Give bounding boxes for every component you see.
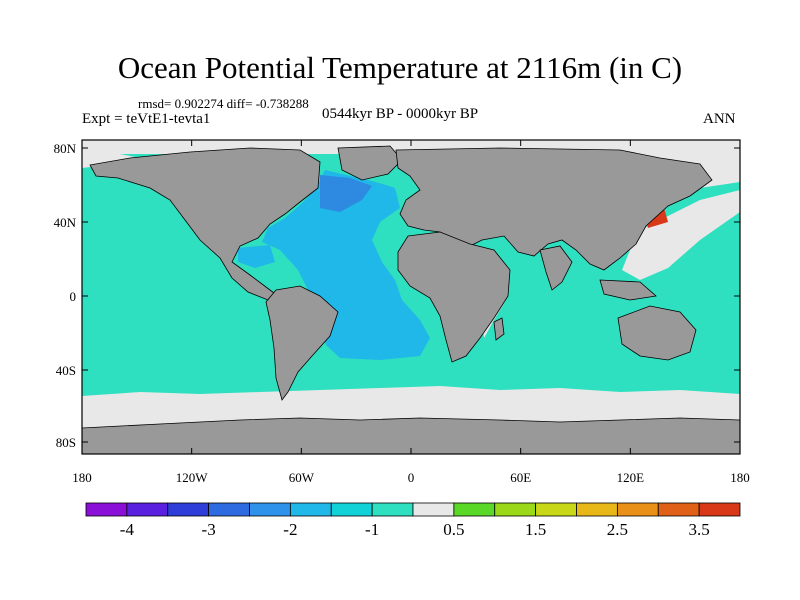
- colorbar-label: 3.5: [689, 520, 710, 539]
- lon-label: 120W: [176, 470, 209, 485]
- colorbar-swatch: [412, 502, 455, 517]
- colorbar-swatch: [698, 502, 741, 517]
- colorbar: -4 -3 -2 -1 0.5 1.5 2.5 3.5: [85, 502, 741, 539]
- map-plot-area: [82, 140, 740, 454]
- map-title: Ocean Potential Temperature at 2116m (in…: [117, 50, 683, 85]
- colorbar-swatch: [576, 502, 618, 517]
- colorbar-swatch: [494, 502, 537, 517]
- lon-label: 120E: [617, 470, 645, 485]
- north-atlantic-deep-water: [320, 175, 372, 212]
- season-label: ANN: [703, 111, 736, 127]
- lat-label: 40N: [54, 215, 77, 230]
- colorbar-swatch: [453, 502, 496, 517]
- lon-label: 60E: [510, 470, 531, 485]
- lat-label: 40S: [56, 363, 76, 378]
- lon-label: 0: [408, 470, 415, 485]
- colorbar-swatch: [289, 502, 332, 517]
- west-pacific-no-data: [622, 190, 740, 280]
- colorbar-swatch: [167, 502, 210, 517]
- colorbar-label: -3: [202, 520, 216, 539]
- period-label: 0544kyr BP - 0000kyr BP: [322, 106, 479, 122]
- longitude-ticks: 180 120W 60W 0 60E 120E 180: [72, 140, 750, 485]
- colorbar-swatch: [85, 502, 128, 517]
- colorbar-label: -2: [283, 520, 297, 539]
- colorbar-label: -4: [120, 520, 135, 539]
- colorbar-swatch: [126, 502, 169, 517]
- colorbar-label: 0.5: [443, 520, 464, 539]
- colorbar-swatch: [249, 502, 291, 517]
- colorbar-label: -1: [365, 520, 379, 539]
- colorbar-label: 2.5: [607, 520, 628, 539]
- colorbar-swatch: [330, 502, 373, 517]
- colorbar-swatch: [371, 502, 414, 517]
- colorbar-swatch: [657, 502, 700, 517]
- stats-label: rmsd= 0.902274 diff= -0.738288: [138, 96, 309, 111]
- colorbar-swatch: [616, 502, 659, 517]
- experiment-label: Expt = teVtE1-tevta1: [82, 111, 211, 127]
- colorbar-label: 1.5: [525, 520, 546, 539]
- atlantic-basin: [262, 170, 430, 360]
- lat-label: 80N: [54, 141, 77, 156]
- gulf-of-mexico: [238, 245, 275, 268]
- land-masses: [82, 145, 740, 454]
- latitude-ticks: 80N 40N 0 40S 80S: [54, 141, 740, 450]
- lon-label: 180: [72, 470, 92, 485]
- southern-ocean-no-data: [82, 386, 740, 430]
- colorbar-swatch: [535, 502, 577, 517]
- lon-label: 180: [730, 470, 750, 485]
- colorbar-swatch: [208, 502, 250, 517]
- lat-label: 0: [70, 289, 77, 304]
- lat-label: 80S: [56, 435, 76, 450]
- lon-label: 60W: [289, 470, 315, 485]
